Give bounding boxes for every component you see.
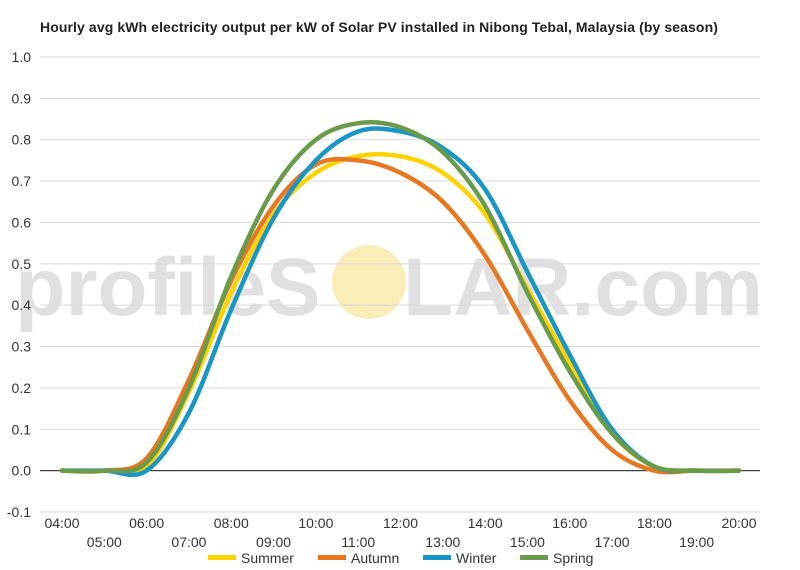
x-tick-label: 13:00 [425,534,460,550]
series-line-autumn [59,156,742,475]
chart-title: Hourly avg kWh electricity output per kW… [40,19,718,35]
x-tick-label: 10:00 [298,515,333,531]
legend-label-autumn: Autumn [351,550,399,566]
legend: Summer Autumn Winter Spring [208,550,593,566]
series-lines [59,120,742,478]
y-tick-label: 0.6 [12,214,32,230]
y-tick-label: 0.2 [12,380,32,396]
legend-label-winter: Winter [456,550,497,566]
x-tick-label: 11:00 [341,534,375,550]
x-tick-label: 17:00 [595,534,630,550]
x-tick-label: 20:00 [721,515,756,531]
x-tick-label: 04:00 [44,515,79,531]
y-tick-label: 1.0 [12,49,32,65]
watermark: profileS LAR.com [15,242,763,333]
y-tick-label: 0.9 [12,90,32,106]
legend-label-summer: Summer [241,550,294,566]
y-tick-label: 0.8 [12,132,32,148]
x-tick-label: 16:00 [552,515,587,531]
y-tick-label: 0.0 [12,463,32,479]
grid [40,56,760,513]
x-axis: 04:00 05:00 06:00 07:00 08:00 09:00 10:00 11:00… [44,515,756,550]
x-tick-label: 09:00 [256,534,291,550]
x-tick-label: 14:00 [468,515,503,531]
y-axis: 1.0 0.9 0.8 0.7 0.6 0.5 0.4 0.3 0.2 0.1 0.0 -0.1 [7,49,31,520]
legend-swatch-summer [208,555,236,560]
y-tick-label: -0.1 [7,504,31,520]
series-line-winter [59,126,742,478]
x-tick-label: 07:00 [171,534,206,550]
legend-label-spring: Spring [553,550,593,566]
watermark-text-left: profileS [15,242,320,333]
x-tick-label: 18:00 [637,515,672,531]
legend-swatch-spring [520,555,548,560]
y-tick-label: 0.5 [12,256,32,272]
series-line-spring [59,120,742,474]
y-tick-label: 0.7 [12,173,32,189]
x-tick-label: 19:00 [679,534,714,550]
x-tick-label: 05:00 [87,534,122,550]
watermark-sun-icon [332,245,406,319]
y-tick-label: 0.4 [12,297,32,313]
x-tick-label: 15:00 [510,534,545,550]
y-tick-label: 0.3 [12,339,32,355]
x-tick-label: 12:00 [383,515,418,531]
watermark-text-right: LAR.com [403,242,763,333]
x-tick-label: 08:00 [214,515,249,531]
y-tick-label: 0.1 [12,421,32,437]
legend-swatch-autumn [318,555,346,560]
legend-swatch-winter [423,555,451,560]
x-tick-label: 06:00 [129,515,164,531]
